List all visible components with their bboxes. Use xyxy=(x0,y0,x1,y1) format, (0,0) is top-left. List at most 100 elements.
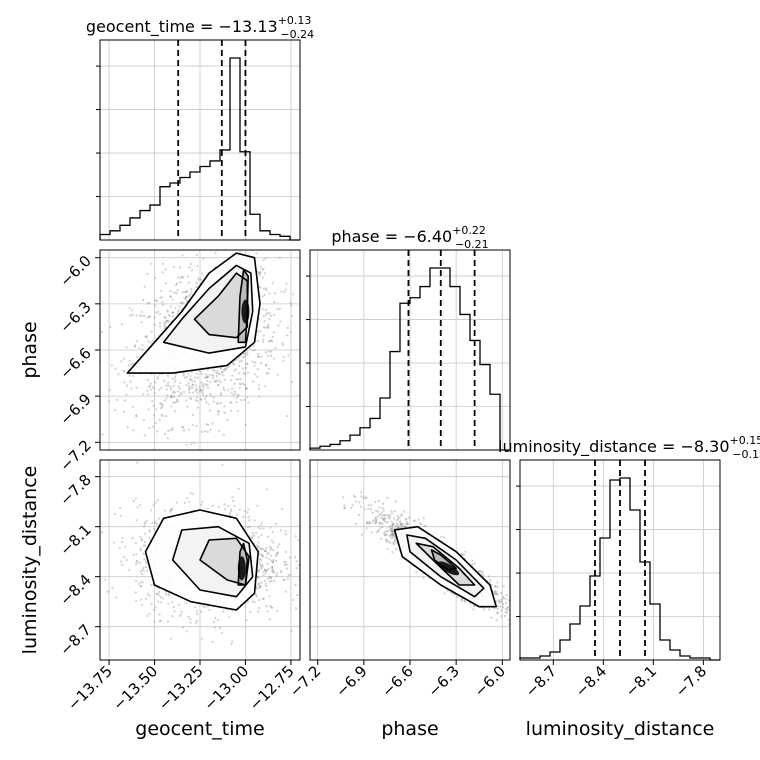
sample-point xyxy=(213,380,216,383)
sample-point xyxy=(104,578,107,581)
sample-point xyxy=(230,391,233,394)
sample-point xyxy=(146,272,149,276)
sample-point xyxy=(217,409,220,412)
sample-point xyxy=(171,298,174,301)
sample-point xyxy=(305,325,307,327)
sample-point xyxy=(172,605,175,608)
sample-point xyxy=(176,399,179,403)
sample-point xyxy=(401,525,404,528)
sample-point xyxy=(496,607,499,610)
panel-title: phase = −6.40+0.22 −0.21 xyxy=(331,224,488,251)
sample-point xyxy=(381,507,384,510)
sample-point xyxy=(253,600,256,603)
sample-point xyxy=(211,377,215,380)
sample-point xyxy=(379,537,383,540)
sample-point xyxy=(265,605,268,608)
sample-point xyxy=(229,510,233,513)
sample-point xyxy=(422,517,425,520)
sample-point xyxy=(157,600,160,603)
sample-point xyxy=(158,418,161,421)
sample-point xyxy=(237,378,240,381)
sample-point xyxy=(196,388,199,392)
sample-point xyxy=(359,505,362,508)
sample-point xyxy=(206,368,210,372)
title-lower-error: −0.15 xyxy=(732,448,760,461)
sample-point xyxy=(504,610,507,614)
sample-point xyxy=(257,526,260,529)
sample-point xyxy=(477,570,480,573)
sample-point xyxy=(371,520,375,523)
sample-point xyxy=(160,403,163,406)
sample-point xyxy=(157,593,160,596)
sample-point xyxy=(194,384,198,387)
sample-point xyxy=(273,357,276,360)
sample-point xyxy=(443,592,446,595)
sample-point xyxy=(257,387,260,390)
y-tick-label: −6.3 xyxy=(56,298,94,336)
sample-point xyxy=(258,606,261,610)
x-tick-label: −8.4 xyxy=(572,662,610,700)
sample-point xyxy=(143,558,146,561)
sample-point xyxy=(146,393,150,396)
sample-point xyxy=(460,553,463,556)
sample-point xyxy=(414,519,417,522)
axes-frame xyxy=(309,249,511,451)
sample-point xyxy=(510,597,512,599)
sample-point xyxy=(175,291,178,295)
sample-point xyxy=(279,529,283,532)
sample-point xyxy=(180,393,183,396)
sample-point xyxy=(216,247,218,249)
sample-point xyxy=(395,522,398,526)
sample-point xyxy=(196,406,200,409)
sample-point xyxy=(286,334,289,337)
sample-point xyxy=(177,385,180,388)
sample-point xyxy=(207,386,210,389)
sample-point xyxy=(146,593,149,596)
sample-point xyxy=(176,310,180,313)
sample-point xyxy=(246,396,249,399)
sample-point xyxy=(265,289,268,292)
sample-point xyxy=(209,428,212,431)
sample-point xyxy=(165,321,168,324)
sample-point xyxy=(257,536,260,539)
sample-point xyxy=(154,606,157,609)
sample-point xyxy=(164,509,167,512)
sample-point xyxy=(141,581,144,584)
sample-point xyxy=(496,581,499,584)
sample-point xyxy=(259,585,262,588)
sample-point xyxy=(122,357,125,361)
sample-point xyxy=(148,594,151,597)
sample-point xyxy=(258,395,261,398)
contour-line xyxy=(162,264,254,354)
sample-point xyxy=(246,351,249,354)
sample-point xyxy=(189,293,192,296)
sample-point xyxy=(161,271,164,274)
sample-point xyxy=(188,500,191,503)
sample-point xyxy=(205,394,208,398)
sample-point xyxy=(352,494,355,497)
sample-point xyxy=(128,374,131,377)
sample-point xyxy=(424,525,427,528)
sample-point xyxy=(248,525,252,528)
sample-point xyxy=(159,402,162,405)
sample-point xyxy=(202,605,205,608)
sample-point xyxy=(205,401,208,404)
sample-point xyxy=(135,355,139,358)
sample-point xyxy=(215,371,218,375)
sample-point xyxy=(243,510,246,513)
sample-point xyxy=(272,541,275,544)
sample-point xyxy=(360,495,363,498)
sample-point xyxy=(196,372,199,375)
sample-point xyxy=(261,554,264,557)
sample-point xyxy=(382,518,385,521)
sample-point xyxy=(261,295,264,298)
sample-point xyxy=(343,504,346,507)
sample-point xyxy=(342,496,345,499)
histogram-bar xyxy=(590,576,600,660)
sample-point xyxy=(148,612,151,616)
sample-point xyxy=(136,506,139,509)
sample-point xyxy=(226,247,228,249)
sample-point xyxy=(180,275,184,278)
histogram-bar xyxy=(350,435,360,450)
